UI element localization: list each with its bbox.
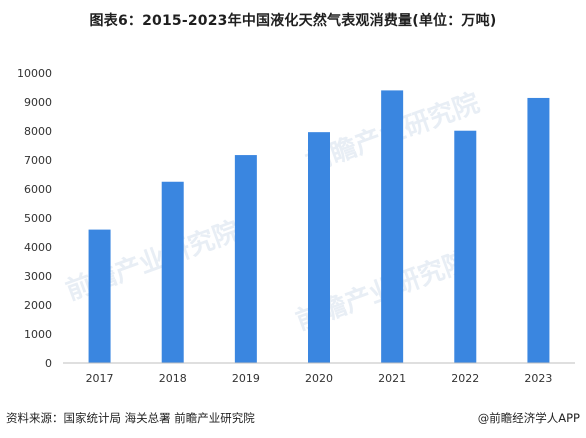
x-axis-ticks: 2017 2018 2019 2020 2021 2022 2023 (86, 372, 553, 385)
bar-2019 (234, 155, 257, 363)
x-tick-label: 2020 (305, 372, 333, 385)
y-tick-label: 7000 (24, 154, 52, 167)
x-tick-label: 2023 (524, 372, 552, 385)
brand-label: @前瞻经济学人APP (477, 411, 580, 425)
x-tick-label: 2017 (86, 372, 114, 385)
bar-2021 (381, 90, 404, 364)
x-tick-label: 2021 (378, 372, 406, 385)
y-tick-label: 2000 (24, 299, 52, 312)
y-tick-label: 6000 (24, 183, 52, 196)
x-tick-label: 2019 (232, 372, 260, 385)
x-tick-label: 2022 (451, 372, 479, 385)
watermarks: 前瞻产业研究院 前瞻产业研究院 前瞻产业研究院 (62, 87, 484, 336)
y-tick-label: 4000 (24, 241, 52, 254)
bars (88, 90, 550, 364)
y-tick-label: 0 (45, 357, 52, 370)
x-tick-label: 2018 (159, 372, 187, 385)
bar-2023 (527, 97, 550, 363)
y-tick-label: 1000 (24, 328, 52, 341)
y-tick-label: 5000 (24, 212, 52, 225)
source-note: 资料来源：国家统计局 海关总署 前瞻产业研究院 (6, 411, 255, 425)
chart-title: 图表6：2015-2023年中国液化天然气表观消费量(单位：万吨) (89, 13, 497, 29)
bar-2020 (308, 132, 330, 363)
y-tick-label: 9000 (24, 96, 52, 109)
y-axis-ticks: 0 1000 2000 3000 4000 5000 6000 7000 8000 9000 100… (17, 67, 52, 370)
y-tick-label: 8000 (24, 125, 52, 138)
y-tick-label: 10000 (17, 67, 52, 80)
bar-2017 (88, 229, 111, 363)
y-tick-label: 3000 (24, 270, 52, 283)
bar-2022 (454, 130, 477, 363)
bar-2018 (161, 181, 184, 363)
